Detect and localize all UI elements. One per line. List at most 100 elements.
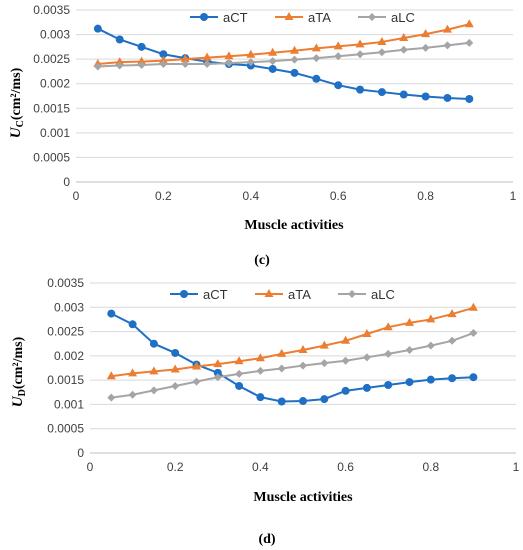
chart-c-point-aLC [115,61,124,70]
chart-d-xtick-label: 0.2 [167,460,184,474]
chart-d-series [106,302,478,406]
chart-d-point-aLC [469,329,478,338]
chart-c-point-aLC [224,59,233,68]
chart-c-legend: aCT aTA aLC [190,10,415,25]
chart-c-point-aCT [93,24,102,33]
chart-c-point-aLC [312,54,321,63]
chart-d-point-aTA [277,348,287,357]
chart-d-point-aLC [384,349,393,358]
chart-c-point-aLC [421,43,430,52]
chart-c-legend-label-aLC: aLC [391,10,415,25]
chart-d-point-aLC [362,353,371,362]
chart-c-point-aCT [399,90,408,99]
chart-c-xtick-label: 0.8 [417,189,434,203]
chart-c-series [93,19,474,103]
chart-c-ytick-label: 0.002 [40,77,70,91]
chart-d-point-aCT [107,309,116,318]
chart-d-ytick-label: 0.003 [54,300,84,314]
chart-d-point-aTA [341,335,351,344]
chart-c-point-aCT [356,85,365,94]
chart-d-point-aLC [128,390,137,399]
chart-d-point-aTA [468,302,478,311]
chart-d-point-aCT [448,374,457,383]
chart-c-ytick-label: 0.003 [40,28,70,42]
chart-c-point-aLC [290,55,299,64]
chart-c-point-aLC [93,62,102,71]
chart-d-point-aCT [320,395,329,404]
chart-d-series-line-aTA [111,306,474,378]
chart-c-legend-label-aTA: aTA [308,10,331,25]
chart-d-ylabel-main: U [10,395,26,407]
chart-d-point-aLC [213,373,222,382]
chart-c-ylabel-main: U [8,126,24,138]
chart-c-series-line-aTA [97,23,470,66]
chart-d-point-aLC [320,359,329,368]
chart-c-point-aTA [115,57,125,66]
chart-c-xtick-label: 1 [510,189,517,203]
chart-c-ylabel-sub: C [15,120,26,127]
chart-c-point-aTA [355,39,365,48]
chart-d-point-aCT [235,381,244,390]
chart-d-ytick-label: 0.0015 [47,373,84,387]
chart-d-point-aCT [213,368,222,377]
chart-c-point-aCT [377,88,386,97]
chart-d-point-aLC [256,366,265,375]
chart-d-legend-marker-aCT [180,290,188,298]
chart-c-legend-marker-aLC [368,13,376,21]
chart-d-point-aCT [277,397,286,406]
chart-c-point-aLC [356,50,365,59]
chart-d-point-aCT [469,373,478,382]
chart-d-xtick-label: 0 [87,460,94,474]
chart-d-point-aLC [426,341,435,350]
chart-d-panel-label: (d) [258,532,275,547]
chart-c-ytick-label: 0 [63,175,70,189]
chart-c-point-aCT [443,93,452,102]
chart-d-xtick-label: 0.4 [252,460,269,474]
chart-d-point-aLC [235,369,244,378]
chart-d-legend-label-aLC: aLC [371,287,395,302]
chart-c-point-aTA [290,45,299,54]
chart-c-point-aTA [268,47,278,56]
chart-c-point-aTA [158,55,168,64]
chart-c-point-aCT [334,81,343,90]
chart-d-point-aCT [149,339,158,348]
chart-c-ytick-label: 0.001 [40,126,70,140]
chart-d-ylabel-sub: D [17,389,28,396]
chart-c-point-aTA [137,56,147,65]
chart-c-legend-marker-aTA [284,12,294,20]
chart-c-xtick-label: 0 [73,189,80,203]
chart-d-point-aLC [107,393,116,402]
chart-d-point-aTA [319,340,329,349]
chart-d-point-aCT [426,375,435,384]
chart-d-ytick-label: 0.0005 [47,422,84,436]
chart-c-point-aTA [224,51,234,60]
chart-d-xtick-label: 1 [513,460,520,474]
chart-c-point-aLC [334,52,343,61]
chart-c-xtick-label: 0.2 [155,189,172,203]
chart-d: 0 0.0005 0.001 0.0015 0.002 0.0025 0.003 0.0035… [10,276,520,547]
chart-d-point-aTA [170,364,180,373]
chart-d-legend-marker-aLC [348,290,356,298]
chart-c-point-aCT [465,94,474,103]
chart-c-xtick-label: 0.4 [242,189,259,203]
chart-d-xlabel: Muscle activities [253,490,353,505]
chart-c-point-aTA [246,49,256,58]
chart-d-ylabel-rest: (cm²/ms) [11,336,26,389]
chart-c-ytick-label: 0.0015 [33,101,70,115]
chart-c-point-aTA [180,54,190,63]
chart-c-point-aTA [442,24,452,33]
chart-d-point-aTA [106,371,116,380]
chart-c-point-aTA [377,36,387,45]
chart-c-point-aTA [464,19,474,28]
chart-d-point-aTA [362,329,372,337]
chart-c-legend-label-aCT: aCT [223,10,248,25]
chart-d-ytick-label: 0.002 [54,349,84,363]
chart-c-point-aLC [159,60,168,69]
chart-c-xtick-label: 0.6 [330,189,347,203]
chart-c: 0 0.0005 0.001 0.0015 0.002 0.0025 0.003 0.0035… [8,3,517,268]
chart-c-point-aLC [181,60,190,69]
chart-d-point-aTA [213,359,223,368]
chart-d-xtick-label: 0.6 [337,460,354,474]
chart-c-panel-label: (c) [254,253,270,268]
chart-d-point-aCT [299,397,307,406]
